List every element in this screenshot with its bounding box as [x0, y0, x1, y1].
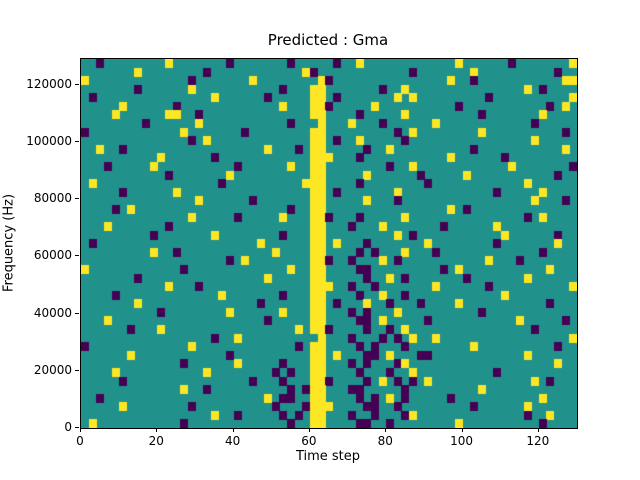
- x-tick-label: 40: [224, 434, 241, 448]
- y-tick-label: 80000: [33, 191, 72, 206]
- x-tick-label: 60: [301, 434, 317, 448]
- plot-area: [80, 58, 578, 429]
- x-tick-mark: [537, 428, 539, 432]
- y-tick-label: 20000: [33, 362, 72, 377]
- y-axis-label: Frequency (Hz): [1, 193, 17, 293]
- y-tick-mark: [75, 427, 79, 428]
- x-tick-mark: [385, 428, 387, 432]
- y-tick-mark: [75, 255, 79, 257]
- x-tick-mark: [156, 428, 158, 432]
- y-tick-label: 120000: [26, 76, 72, 91]
- y-tick-mark: [75, 198, 79, 200]
- chart-title: Predicted : Gma: [267, 31, 389, 49]
- x-tick-mark: [232, 428, 234, 432]
- heatmap-canvas: [81, 59, 577, 428]
- x-tick-label: 100: [450, 434, 473, 448]
- y-tick-label: 40000: [33, 305, 72, 320]
- x-tick-label: 120: [526, 434, 550, 448]
- x-axis-label: Time step: [295, 449, 361, 464]
- y-tick-label: 100000: [26, 133, 72, 148]
- x-tick-label: 0: [76, 434, 84, 448]
- x-tick-mark: [461, 428, 463, 432]
- x-tick-label: 20: [148, 434, 164, 448]
- y-tick-label: 60000: [33, 248, 72, 263]
- y-tick-mark: [75, 312, 79, 314]
- y-tick-mark: [75, 83, 79, 85]
- y-tick-mark: [75, 369, 79, 371]
- y-tick-mark: [75, 140, 79, 142]
- x-tick-mark: [80, 428, 81, 432]
- x-tick-label: 80: [377, 434, 393, 448]
- y-tick-label: 0: [64, 420, 72, 434]
- x-tick-mark: [308, 428, 310, 432]
